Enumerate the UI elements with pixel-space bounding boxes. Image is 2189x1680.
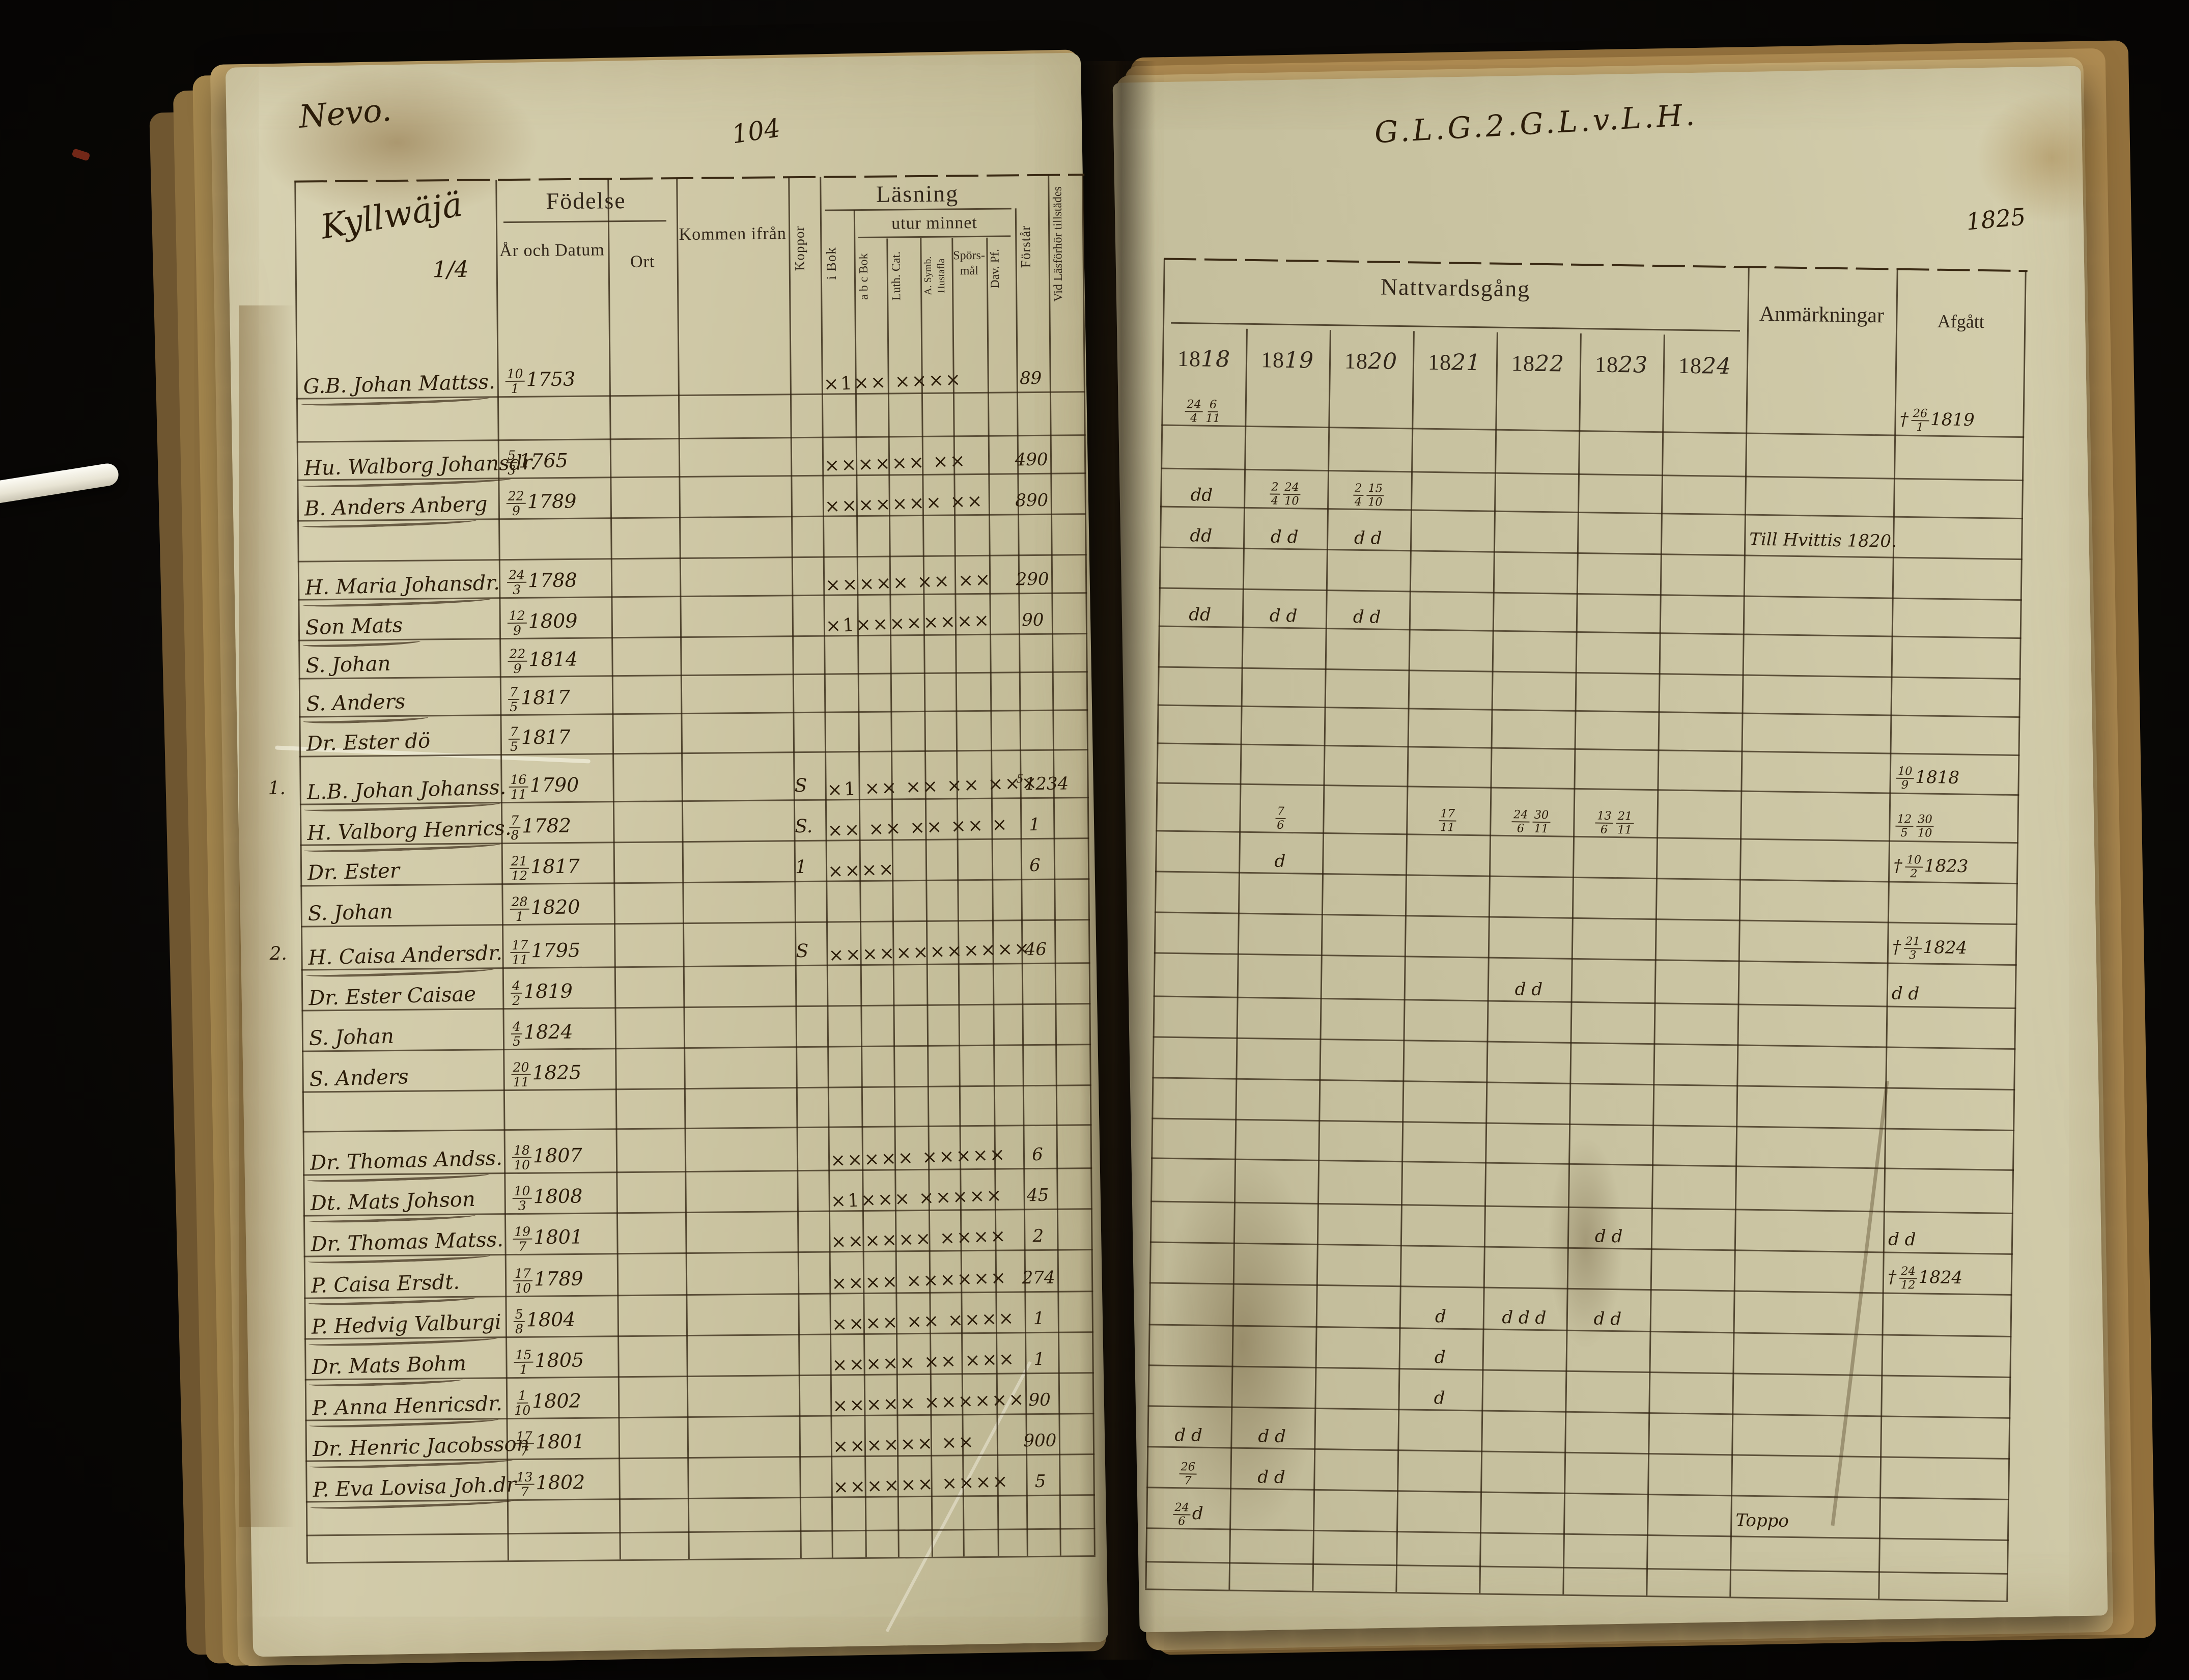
communion-entry: 24 4 6 11 bbox=[1164, 398, 1241, 425]
communion-entry: d bbox=[1274, 851, 1286, 872]
communion-entry: dd bbox=[1190, 485, 1213, 506]
communion-entry: d d d bbox=[1502, 1307, 1547, 1329]
communion-entry: d bbox=[1434, 1388, 1445, 1409]
remark-note: Till Hvittis 1820. bbox=[1749, 529, 1897, 552]
rule bbox=[1171, 322, 1741, 332]
communion-entry: d d bbox=[1269, 605, 1298, 627]
year-column-header: 1819 bbox=[1260, 347, 1314, 374]
year-column-header: 1820 bbox=[1344, 348, 1398, 375]
communion-entry: d d bbox=[1593, 1308, 1622, 1330]
communion-entry: d d bbox=[1354, 527, 1382, 549]
communion-entry: d d bbox=[1258, 1426, 1286, 1447]
communion-entry: d d bbox=[1514, 979, 1543, 1000]
departed-note: 12 5 30 10 bbox=[1894, 813, 2078, 841]
communion-entry: 17 11 bbox=[1409, 807, 1486, 834]
year-column-header: 1821 bbox=[1427, 349, 1481, 376]
communion-entry: 26 7 bbox=[1149, 1460, 1226, 1487]
header-afgatt: Afgått bbox=[1937, 311, 1985, 332]
communion-entry: dd bbox=[1190, 525, 1213, 546]
year-column-header: 1822 bbox=[1511, 350, 1565, 377]
header-nattvardsgang: Nattvardsgång bbox=[1380, 273, 1531, 302]
communion-entry: d d bbox=[1353, 606, 1381, 628]
handwritten-year-note: 1825 bbox=[1965, 203, 2027, 236]
header-anmarkningar: Anmärkningar bbox=[1759, 302, 1885, 328]
year-column-header: 1818 bbox=[1177, 346, 1231, 373]
communion-entry: dd bbox=[1189, 604, 1212, 625]
year-column-header: 1824 bbox=[1678, 353, 1732, 380]
communion-entry: 13 6 21 11 bbox=[1576, 809, 1653, 836]
communion-entry: 2 4 24 10 bbox=[1247, 481, 1324, 508]
communion-entry: d bbox=[1435, 1306, 1447, 1327]
communion-entry: d d bbox=[1594, 1226, 1623, 1247]
departed-note: † 24 12 1824 bbox=[1887, 1265, 1963, 1292]
departed-note: d d bbox=[1888, 1229, 1916, 1250]
communion-entry: d d bbox=[1257, 1467, 1285, 1488]
communion-entry: 24 6 d bbox=[1149, 1501, 1226, 1528]
year-column-header: 1823 bbox=[1594, 352, 1648, 378]
communion-entry: d d bbox=[1270, 526, 1299, 548]
departed-note: d d bbox=[1891, 983, 1920, 1004]
departed-note: † 21 3 1824 bbox=[1892, 935, 1968, 962]
remark-note: Toppo bbox=[1735, 1510, 1789, 1531]
communion-entry: 24 6 30 11 bbox=[1493, 808, 1569, 835]
book-gutter-shadow bbox=[1079, 61, 1156, 1660]
departed-note: 10 9 1818 bbox=[1894, 765, 2078, 793]
departed-note: † 10 2 1823 bbox=[1893, 853, 1969, 880]
communion-entry: d bbox=[1434, 1347, 1446, 1368]
departed-note: † 26 1 1819 bbox=[1899, 407, 1975, 434]
communion-entry: d d bbox=[1174, 1425, 1203, 1446]
handwritten-script-heading: G.L.G.2.G.L.v.L.H. bbox=[1373, 97, 1699, 150]
communion-entry: 2 4 15 10 bbox=[1330, 482, 1407, 509]
